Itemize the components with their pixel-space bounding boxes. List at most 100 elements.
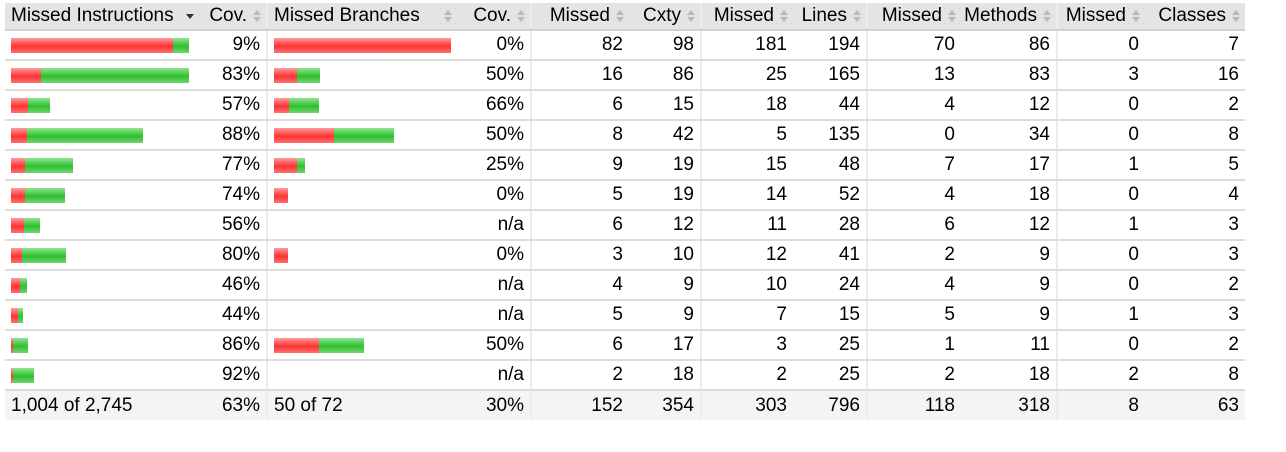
table-row[interactable]: 74% 0% 5 19 14 52 4 18 0 4 [5,180,1245,211]
lines: 135 [793,120,867,151]
branches-bar [266,120,457,151]
branches-coverage: 0% [457,240,531,271]
branches-coverage: n/a [457,210,531,241]
missed-cxty: 9 [530,150,629,181]
col-methods[interactable]: Methods [961,3,1057,31]
classes: 8 [1145,120,1245,151]
instructions-coverage-bar [11,247,193,263]
branches-coverage-bar [274,37,451,53]
missed-classes: 0 [1056,180,1145,211]
covered-segment [13,337,28,353]
methods: 17 [961,150,1057,181]
branches-coverage: 50% [457,120,531,151]
table-row[interactable]: 9% 0% 82 98 181 194 70 86 0 7 [5,30,1245,61]
instructions-bar [5,360,199,391]
sort-icon [686,9,696,23]
missed-lines: 5 [700,120,793,151]
covered-segment [27,127,143,143]
instructions-coverage: 88% [199,120,267,151]
missed-classes: 1 [1056,150,1145,181]
sort-icon [1131,9,1141,23]
missed-lines: 15 [700,150,793,181]
missed-lines: 2 [700,360,793,391]
classes: 3 [1145,240,1245,271]
missed-segment [11,97,28,113]
missed-segment [11,217,24,233]
table-row[interactable]: 44% n/a 5 9 7 15 5 9 1 3 [5,300,1245,331]
classes: 2 [1145,330,1245,361]
branches-coverage: 0% [457,30,531,61]
col-missed-classes[interactable]: Missed [1056,3,1145,31]
branches-coverage-bar [274,278,451,293]
header-label: Missed Branches [274,5,420,26]
missed-cxty: 3 [530,240,629,271]
total-missed-classes: 8 [1056,390,1145,420]
table-row[interactable]: 57% 66% 6 15 18 44 4 12 0 2 [5,90,1245,121]
table-row[interactable]: 86% 50% 6 17 3 25 1 11 0 2 [5,330,1245,361]
classes: 5 [1145,150,1245,181]
branches-bar [266,270,457,301]
sort-icon [852,9,862,23]
header-label: Missed Instructions [11,5,174,26]
table-row[interactable]: 56% n/a 6 12 11 28 6 12 1 3 [5,210,1245,241]
col-missed-instructions[interactable]: Missed Instructions [5,3,199,31]
instructions-coverage-bar [11,127,193,143]
table-row[interactable]: 80% 0% 3 10 12 41 2 9 0 3 [5,240,1245,271]
table-row[interactable]: 77% 25% 9 19 15 48 7 17 1 5 [5,150,1245,181]
col-missed-methods[interactable]: Missed [866,3,961,31]
cxty: 42 [629,120,701,151]
missed-classes: 0 [1056,240,1145,271]
table-row[interactable]: 83% 50% 16 86 25 165 13 83 3 16 [5,60,1245,91]
lines: 41 [793,240,867,271]
missed-segment [274,67,297,83]
col-missed-lines[interactable]: Missed [700,3,793,31]
col-instructions-coverage[interactable]: Cov. [199,3,267,31]
header-label: Missed [713,5,774,26]
cxty: 17 [629,330,701,361]
sort-icon [252,9,262,23]
total-missed-cxty: 152 [530,390,629,420]
missed-methods: 4 [866,270,961,301]
table-row[interactable]: 88% 50% 8 42 5 135 0 34 0 8 [5,120,1245,151]
missed-cxty: 6 [530,210,629,241]
col-missed-cxty[interactable]: Missed [530,3,629,31]
cxty: 12 [629,210,701,241]
missed-lines: 181 [700,30,793,61]
instructions-coverage-bar [11,217,193,233]
total-instructions: 1,004 of 2,745 [5,390,199,420]
instructions-coverage: 74% [199,180,267,211]
missed-cxty: 16 [530,60,629,91]
lines: 28 [793,210,867,241]
col-missed-branches[interactable]: Missed Branches [266,3,457,31]
table-row[interactable]: 92% n/a 2 18 2 25 2 18 2 8 [5,360,1245,391]
classes: 2 [1145,90,1245,121]
branches-bar [266,360,457,391]
table-row[interactable]: 46% n/a 4 9 10 24 4 9 0 2 [5,270,1245,301]
instructions-coverage-bar [11,367,193,383]
total-lines: 796 [793,390,867,420]
instructions-coverage: 57% [199,90,267,121]
totals-row: 1,004 of 2,745 63% 50 of 72 30% 152 354 … [5,390,1245,420]
branches-coverage: 66% [457,90,531,121]
col-cxty[interactable]: Cxty [629,3,701,31]
branches-coverage: n/a [457,360,531,391]
col-branches-coverage[interactable]: Cov. [457,3,531,31]
total-missed-lines: 303 [700,390,793,420]
instructions-coverage: 80% [199,240,267,271]
covered-segment [25,187,65,203]
cxty: 98 [629,30,701,61]
lines: 48 [793,150,867,181]
coverage-table: Missed Instructions Cov. Missed Branches… [5,3,1245,420]
cxty: 15 [629,90,701,121]
missed-classes: 0 [1056,90,1145,121]
covered-segment [173,37,189,53]
total-methods: 318 [961,390,1057,420]
branches-bar [266,180,457,211]
missed-segment [274,337,319,353]
instructions-coverage: 83% [199,60,267,91]
instructions-coverage: 9% [199,30,267,61]
cxty: 9 [629,300,701,331]
missed-lines: 10 [700,270,793,301]
col-lines[interactable]: Lines [793,3,867,31]
col-classes[interactable]: Classes [1145,3,1245,31]
